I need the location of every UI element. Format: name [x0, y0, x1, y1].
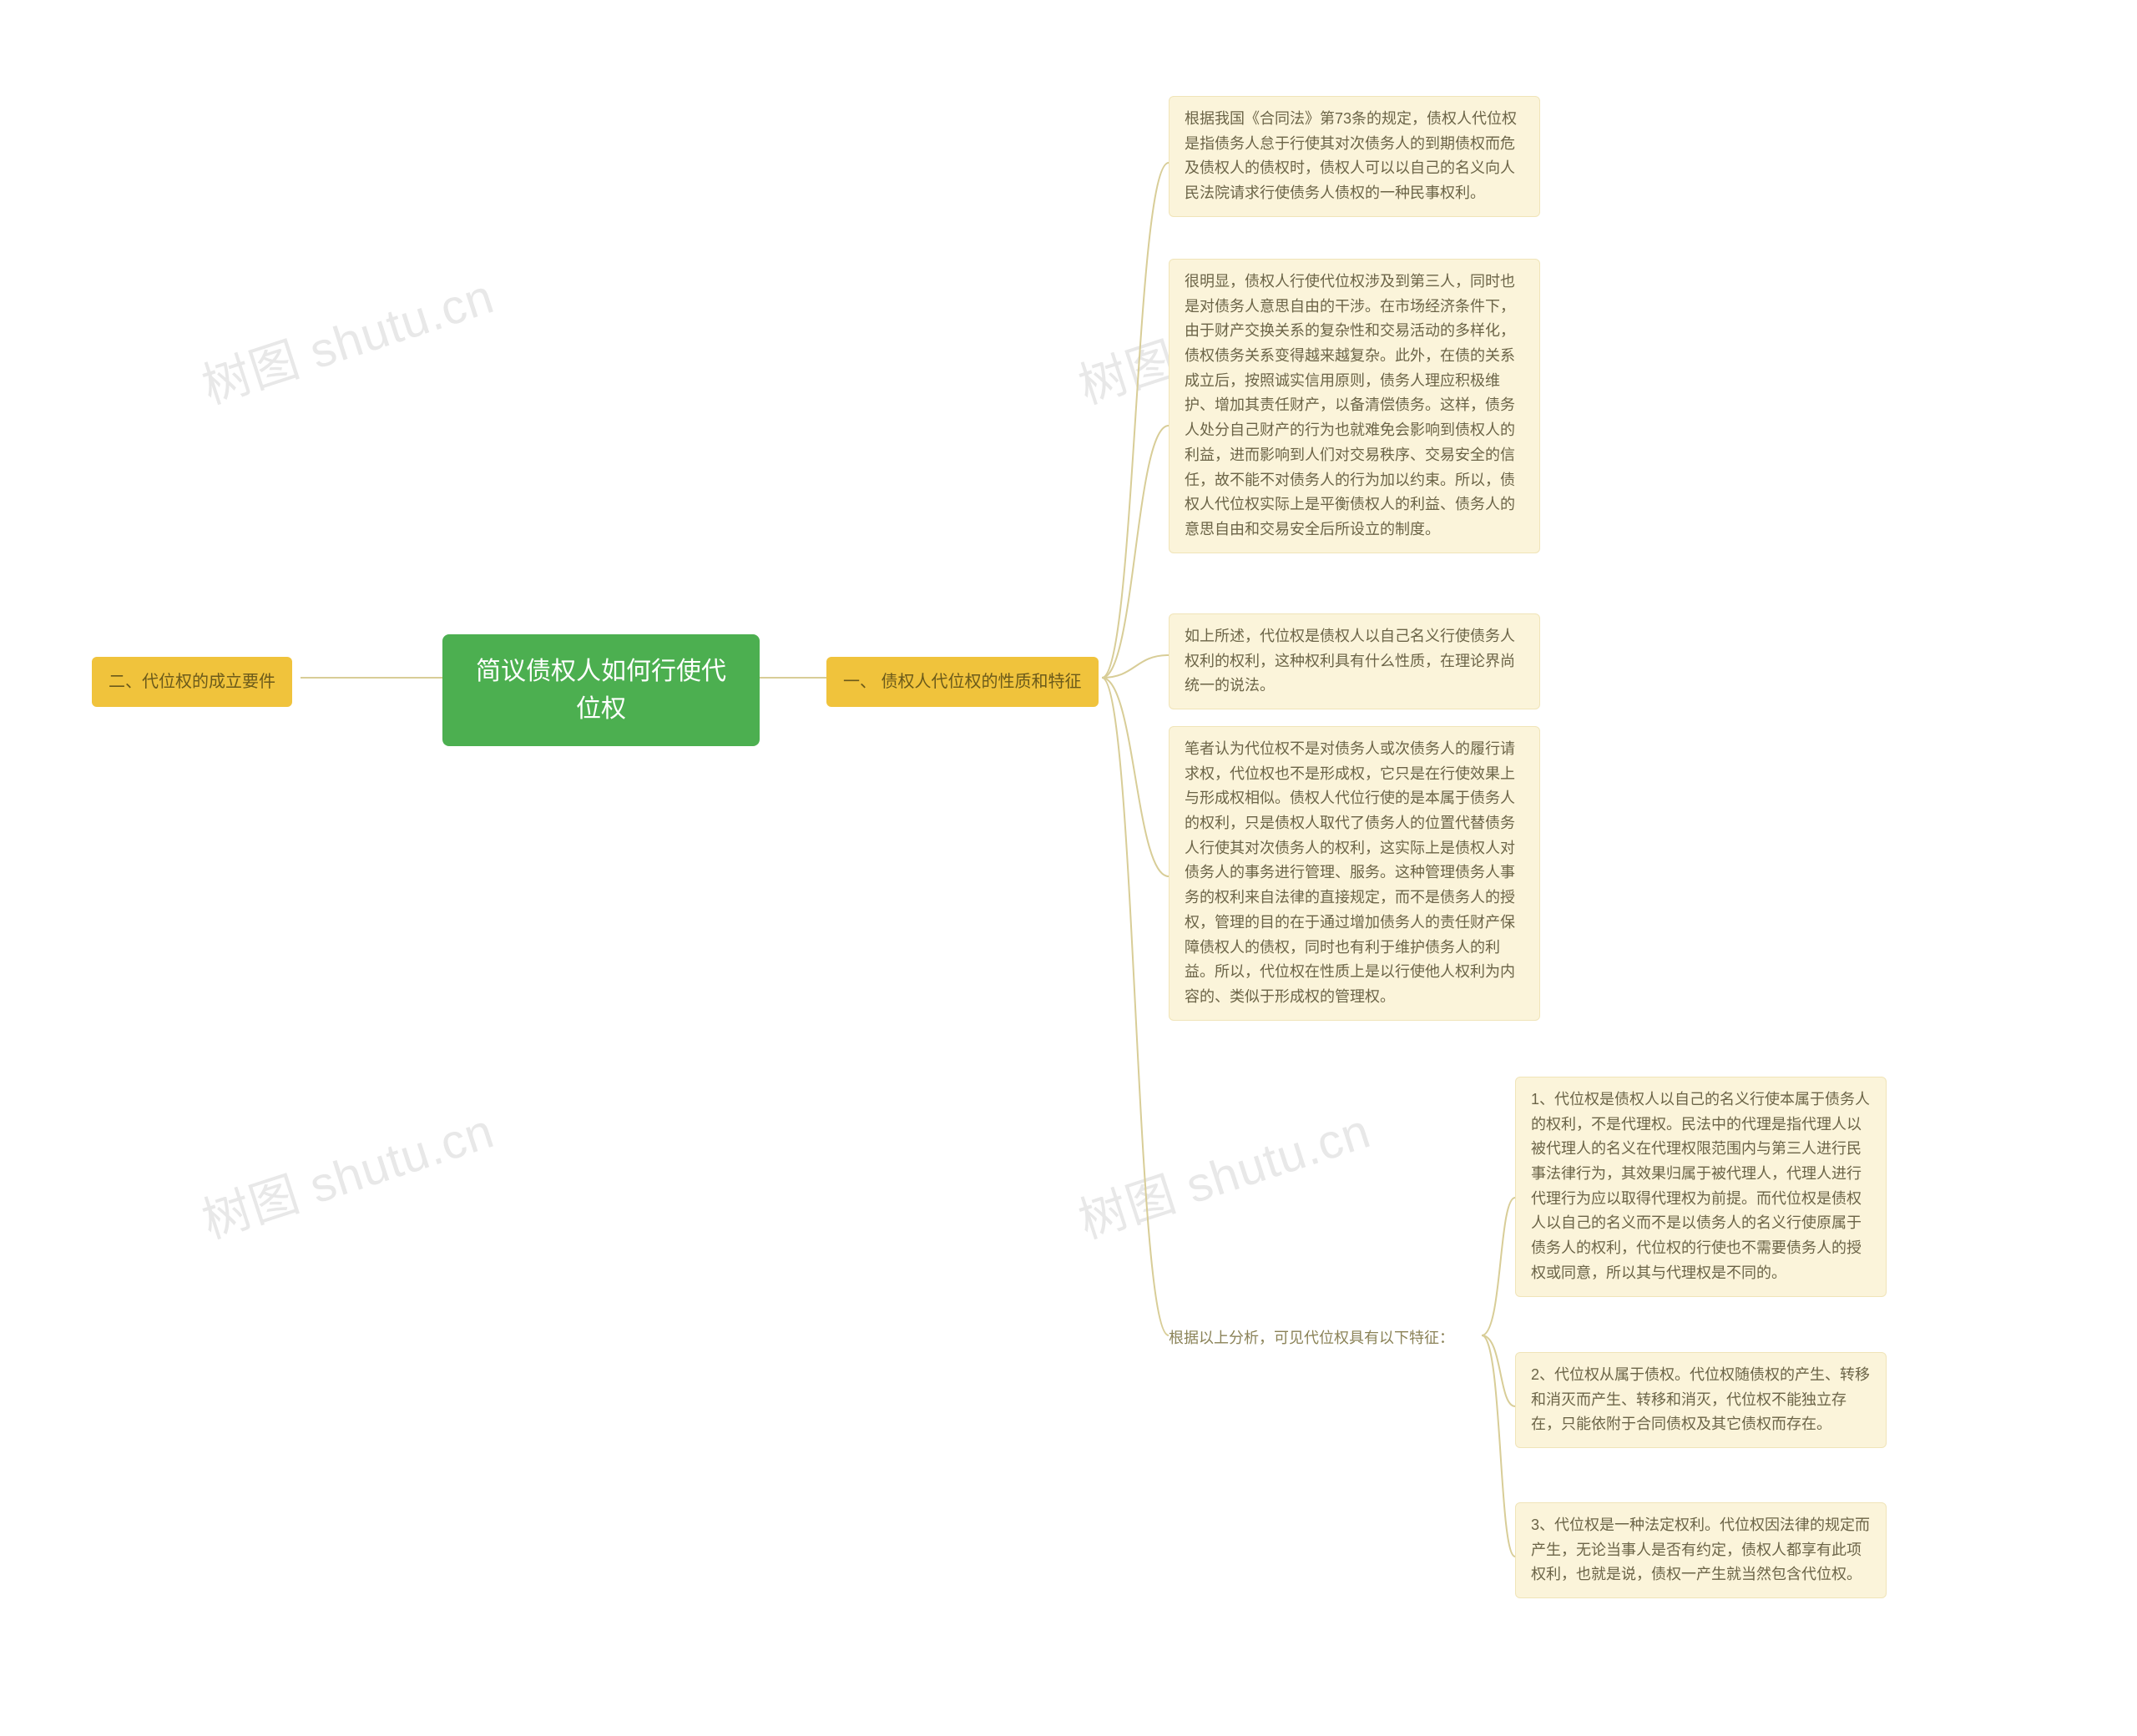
sub-branch[interactable]: 根据以上分析，可见代位权具有以下特征：	[1169, 1323, 1486, 1351]
watermark: 树图 shutu.cn	[1068, 1092, 1378, 1252]
branch-right[interactable]: 一、 债权人代位权的性质和特征	[826, 657, 1099, 707]
leaf-node[interactable]: 很明显，债权人行使代位权涉及到第三人，同时也是对债务人意思自由的干涉。在市场经济…	[1169, 259, 1540, 553]
leaf-node[interactable]: 如上所述，代位权是债权人以自己名义行使债务人权利的权利，这种权利具有什么性质，在…	[1169, 613, 1540, 709]
connector	[1102, 426, 1169, 678]
leaf-node[interactable]: 3、代位权是一种法定权利。代位权因法律的规定而产生，无论当事人是否有约定，债权人…	[1515, 1502, 1887, 1598]
watermark: 树图 shutu.cn	[192, 257, 502, 417]
connector	[1102, 163, 1169, 678]
mindmap-canvas: 树图 shutu.cn 树图 shutu.cn 树图 shutu.cn 树图 s…	[0, 0, 2137, 1736]
connector	[1482, 1335, 1515, 1406]
connector	[1102, 678, 1169, 876]
root-node[interactable]: 简议债权人如何行使代位权	[442, 634, 760, 746]
leaf-node[interactable]: 笔者认为代位权不是对债务人或次债务人的履行请求权，代位权也不是形成权，它只是在行…	[1169, 726, 1540, 1021]
connector-layer	[0, 0, 2137, 1736]
connector	[1102, 678, 1169, 1335]
leaf-node[interactable]: 2、代位权从属于债权。代位权随债权的产生、转移和消灭而产生、转移和消灭，代位权不…	[1515, 1352, 1887, 1448]
watermark: 树图 shutu.cn	[192, 1092, 502, 1252]
branch-left[interactable]: 二、代位权的成立要件	[92, 657, 292, 707]
connector	[1102, 655, 1169, 678]
leaf-node[interactable]: 根据我国《合同法》第73条的规定，债权人代位权是指债务人怠于行使其对次债务人的到…	[1169, 96, 1540, 217]
connector	[1482, 1335, 1515, 1557]
leaf-node[interactable]: 1、代位权是债权人以自己的名义行使本属于债务人的权利，不是代理权。民法中的代理是…	[1515, 1077, 1887, 1297]
connector	[1482, 1198, 1515, 1335]
